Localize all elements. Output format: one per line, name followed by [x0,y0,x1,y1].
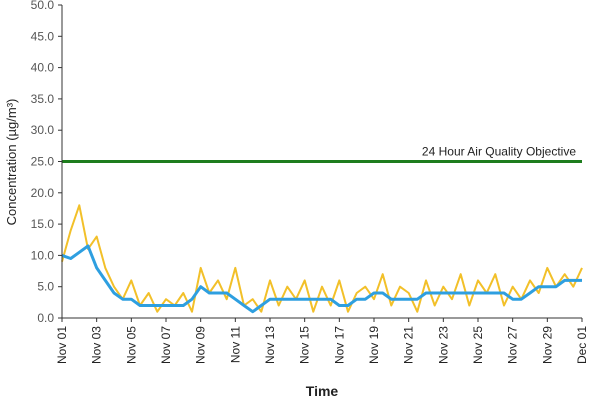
objective-label: 24 Hour Air Quality Objective [422,145,576,159]
y-tick-label: 10.0 [31,248,55,262]
x-tick-label: Nov 07 [159,326,173,364]
x-tick-label: Nov 29 [540,326,554,364]
x-tick-label: Nov 13 [263,326,277,364]
y-tick-label: 15.0 [31,217,55,231]
x-tick-label: Nov 01 [55,326,69,364]
y-tick-label: 40.0 [31,61,55,75]
x-tick-label: Nov 09 [194,326,208,364]
y-tick-label: 50.0 [31,0,55,12]
x-tick-label: Nov 03 [90,326,104,364]
y-tick-label: 25.0 [31,155,55,169]
data-line [61,244,582,314]
x-tick-label: Nov 19 [367,326,381,364]
y-tick-label: 30.0 [31,123,55,137]
x-tick-label: Nov 27 [506,326,520,364]
x-axis-label: Time [306,383,339,399]
y-tick-label: 20.0 [31,186,55,200]
x-tick-label: Nov 23 [436,326,450,364]
x-tick-label: Nov 21 [402,326,416,364]
x-tick-label: Dec 01 [575,326,589,364]
y-tick-label: 35.0 [31,92,55,106]
data-line [61,204,583,313]
x-tick-label: Nov 15 [298,326,312,364]
x-tick-label: Nov 05 [124,326,138,364]
x-tick-label: Nov 17 [332,326,346,364]
y-tick-label: 5.0 [37,280,54,294]
y-tick-label: 45.0 [31,29,55,43]
x-tick-label: Nov 25 [471,326,485,364]
y-axis-label: Concentration (µg/m³) [4,99,19,226]
y-tick-label: 0.0 [37,311,54,325]
x-tick-label: Nov 11 [228,326,242,363]
